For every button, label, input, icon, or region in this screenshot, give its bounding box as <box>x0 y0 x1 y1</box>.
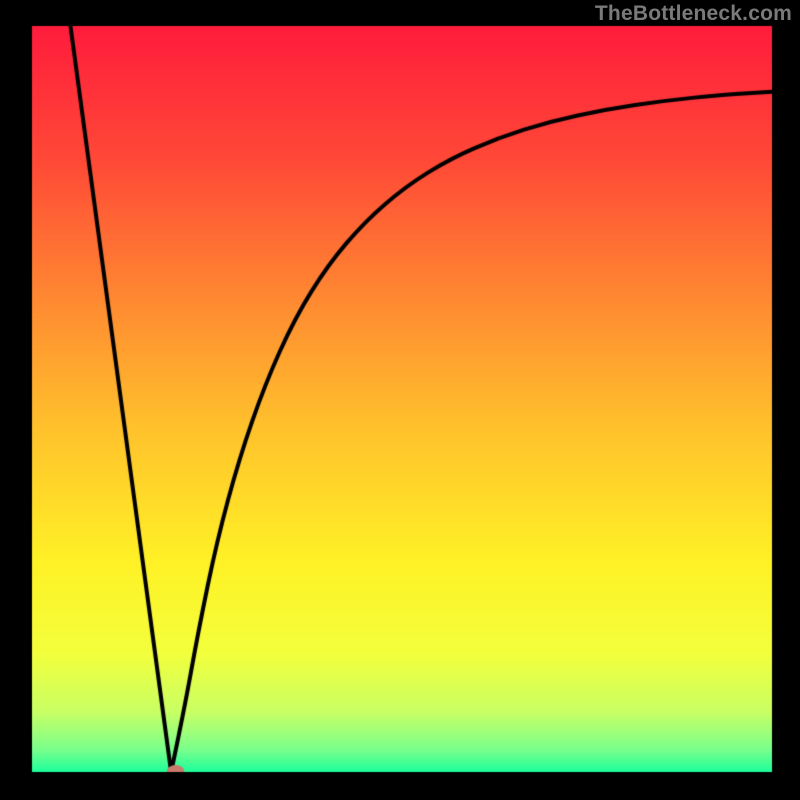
watermark-text: TheBottleneck.com <box>595 2 792 26</box>
bottleneck-chart-canvas <box>0 0 800 800</box>
chart-container: TheBottleneck.com <box>0 0 800 800</box>
